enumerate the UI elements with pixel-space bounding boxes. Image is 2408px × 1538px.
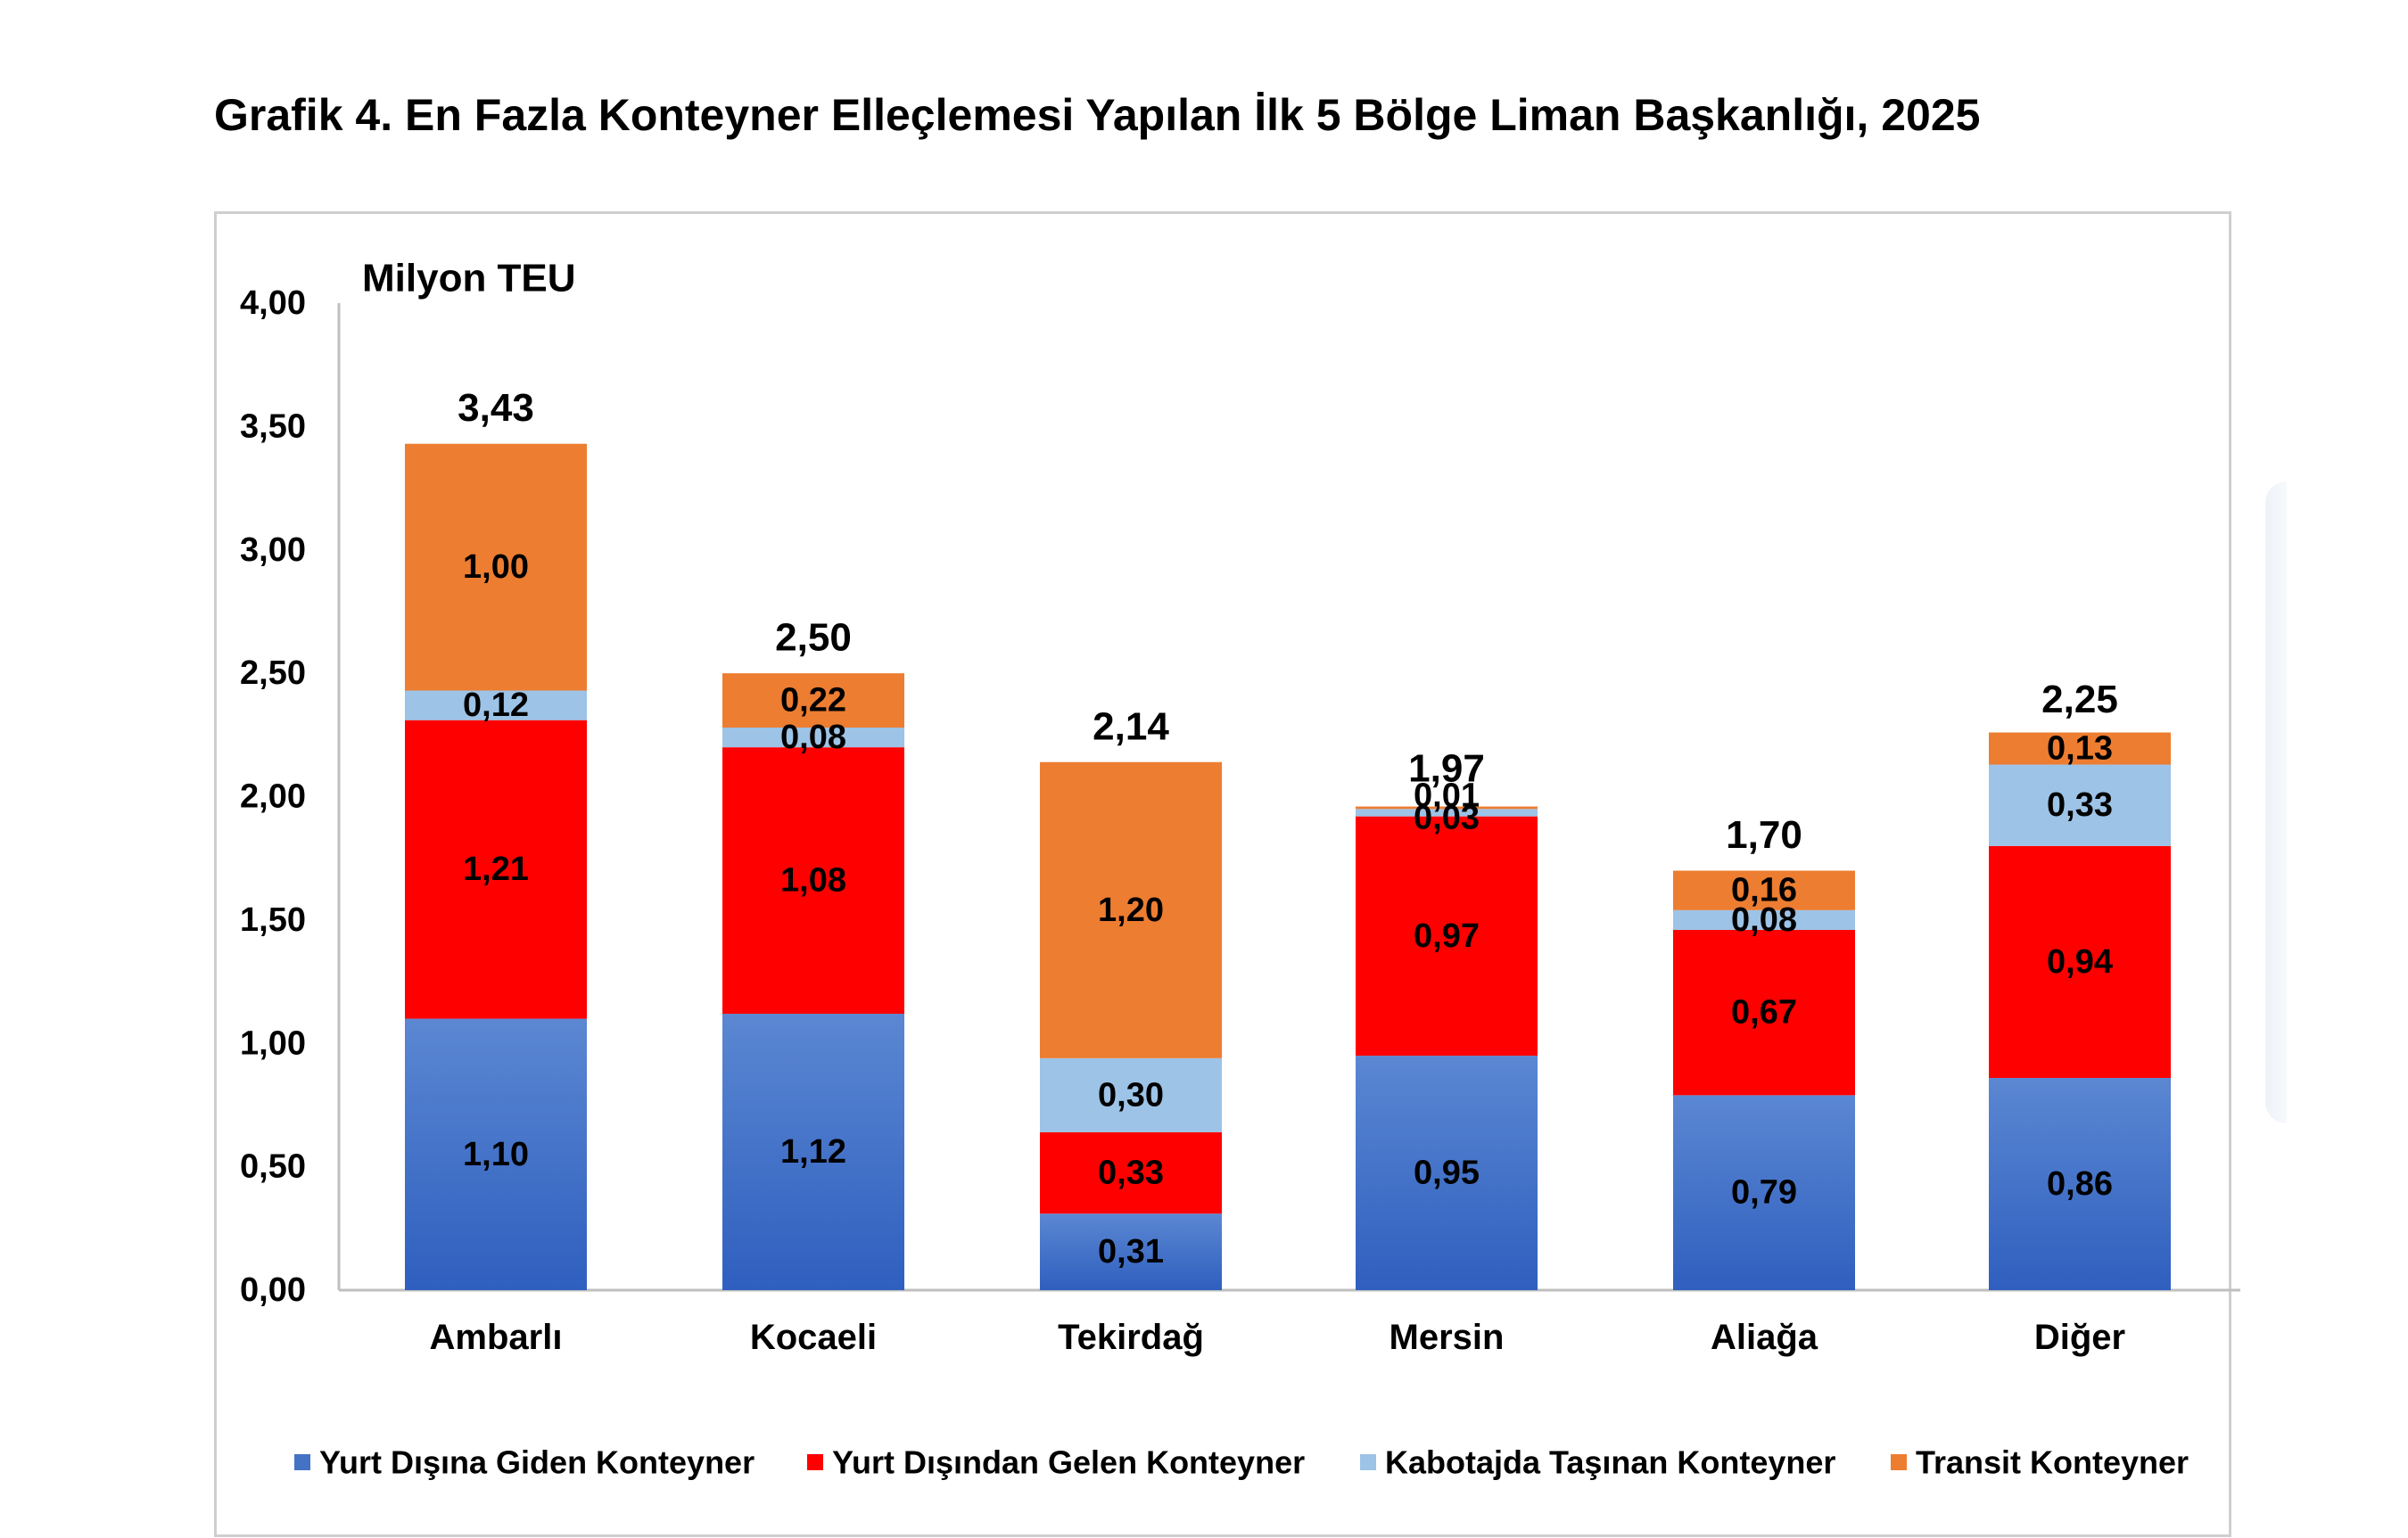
- total-label: 3,43: [458, 386, 534, 430]
- y-tick-label: 1,50: [240, 901, 306, 939]
- total-label: 2,14: [1093, 704, 1169, 748]
- x-tick-label: Tekirdağ: [1058, 1318, 1204, 1357]
- legend-swatch: [1360, 1454, 1376, 1470]
- bar-segment: [405, 690, 587, 720]
- bar-segment: [1989, 764, 2171, 846]
- x-tick-label: Kocaeli: [750, 1318, 877, 1357]
- x-tick-label: Diğer: [2034, 1318, 2125, 1357]
- y-tick-label: 3,50: [240, 407, 306, 445]
- y-axis-label: Milyon TEU: [362, 257, 576, 300]
- bar-segment: [1673, 1095, 1855, 1290]
- bar-segment: [1040, 1057, 1222, 1132]
- data-label: 0,16: [1731, 872, 1797, 909]
- legend-swatch: [1891, 1454, 1907, 1470]
- legend-swatch: [807, 1454, 823, 1470]
- y-tick-label: 3,00: [240, 531, 306, 569]
- bar-segment: [1356, 806, 1538, 810]
- data-label: 0,22: [780, 682, 846, 720]
- data-label: 0,95: [1414, 1155, 1480, 1192]
- bar-segment: [1356, 1056, 1538, 1290]
- bar-segment: [722, 728, 904, 748]
- data-label: 0,33: [1098, 1155, 1164, 1192]
- data-label: 0,13: [2047, 730, 2113, 768]
- data-label: 0,79: [1731, 1174, 1797, 1212]
- bar-segment: [1040, 1213, 1222, 1290]
- total-label: 1,97: [1408, 746, 1485, 790]
- legend-swatch: [294, 1454, 310, 1470]
- data-label: 0,30: [1098, 1076, 1164, 1114]
- data-label: 0,01: [1414, 777, 1480, 815]
- bar-segment: [405, 443, 587, 691]
- y-tick-label: 4,00: [240, 284, 306, 322]
- bar-segment: [1673, 929, 1855, 1096]
- bar-segment: [1356, 816, 1538, 1057]
- data-label: 0,94: [2047, 943, 2113, 981]
- data-label: 0,08: [1731, 901, 1797, 939]
- data-label: 0,33: [2047, 786, 2113, 824]
- x-tick-label: Aliağa: [1711, 1318, 1818, 1357]
- legend-label: Transit Konteyner: [1916, 1444, 2189, 1481]
- legend-label: Yurt Dışına Giden Konteyner: [319, 1444, 755, 1481]
- bar-segment: [1673, 909, 1855, 930]
- bar-segment: [1989, 732, 2171, 765]
- bar-segment: [722, 747, 904, 1015]
- data-label: 1,00: [463, 548, 529, 586]
- bar-segment: [722, 673, 904, 728]
- bar-segment: [1989, 1077, 2171, 1290]
- data-label: 0,86: [2047, 1165, 2113, 1203]
- bar-segment: [1040, 1131, 1222, 1214]
- x-tick-label: Ambarlı: [430, 1318, 563, 1357]
- page-edge-shadow: [2265, 481, 2287, 1123]
- bar-segment: [405, 720, 587, 1019]
- y-tick-label: 2,00: [240, 778, 306, 816]
- legend-label: Kabotajda Taşınan Konteyner: [1385, 1444, 1835, 1481]
- y-tick-label: 1,00: [240, 1024, 306, 1062]
- data-label: 0,31: [1098, 1233, 1164, 1271]
- total-label: 1,70: [1726, 813, 1802, 857]
- chart-title: Grafik 4. En Fazla Konteyner Elleçlemesi…: [214, 90, 1981, 140]
- data-label: 1,20: [1098, 892, 1164, 929]
- bar-segment: [405, 1018, 587, 1290]
- y-tick-label: 0,50: [240, 1148, 306, 1186]
- x-tick-label: Mersin: [1390, 1318, 1505, 1357]
- data-label: 0,08: [780, 719, 846, 756]
- data-label: 1,12: [780, 1133, 846, 1171]
- data-label: 0,03: [1414, 800, 1480, 837]
- data-label: 1,08: [780, 862, 846, 900]
- bar-segment: [1356, 809, 1538, 817]
- bar-segment: [1040, 761, 1222, 1058]
- data-label: 1,21: [463, 851, 529, 888]
- data-label: 0,67: [1731, 994, 1797, 1032]
- bar-segment: [1989, 845, 2171, 1078]
- data-label: 0,97: [1414, 917, 1480, 955]
- legend-label: Yurt Dışından Gelen Konteyner: [832, 1444, 1305, 1481]
- bar-segment: [722, 1014, 904, 1290]
- chart-frame: [214, 211, 2231, 1537]
- bar-segment: [1673, 870, 1855, 910]
- y-tick-label: 2,50: [240, 654, 306, 692]
- total-label: 2,25: [2041, 678, 2118, 721]
- y-tick-label: 0,00: [240, 1271, 306, 1309]
- data-label: 0,12: [463, 687, 529, 724]
- total-label: 2,50: [775, 616, 852, 660]
- data-label: 1,10: [463, 1136, 529, 1173]
